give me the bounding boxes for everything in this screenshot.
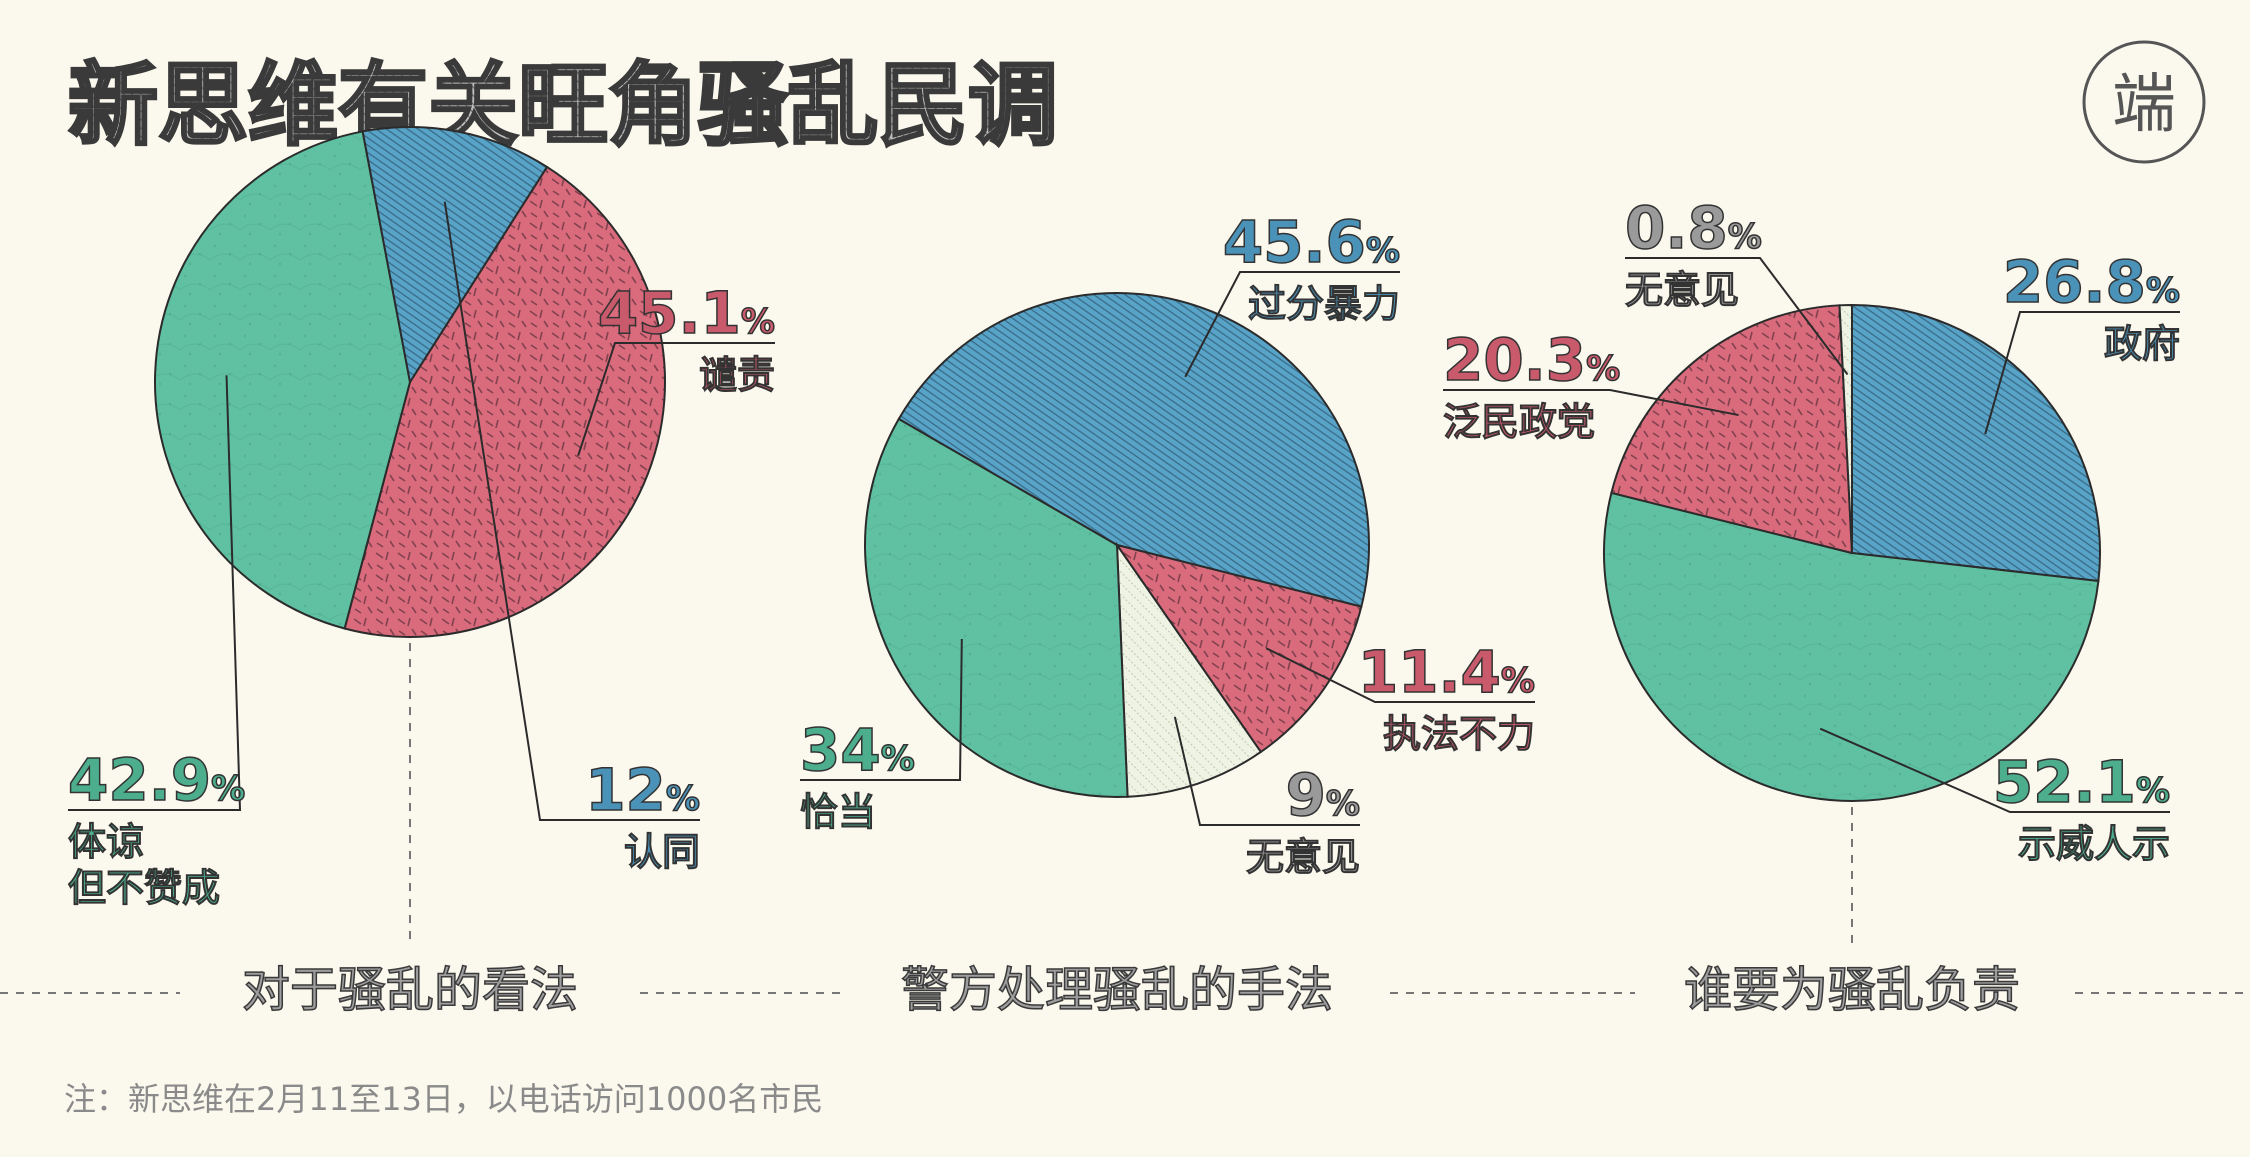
- leader-line: [1625, 257, 1849, 376]
- data-label-category: 但不赞成: [68, 866, 220, 910]
- data-label-value: 45.1%: [598, 279, 775, 347]
- data-label-category: 体谅: [68, 820, 144, 864]
- data-label-value: 12%: [585, 756, 700, 824]
- data-label-category: 认同: [624, 830, 700, 874]
- data-label-value: 20.3%: [1443, 326, 1620, 394]
- data-label-value: 52.1%: [1993, 748, 2170, 816]
- leader-line: [1984, 311, 2180, 435]
- footnote: 注：新思维在2月11至13日，以电话访问1000名市民: [64, 1080, 823, 1118]
- data-label-value: 0.8%: [1625, 194, 1762, 262]
- pie-slice: [1114, 543, 1363, 754]
- data-label-category: 谴责: [699, 353, 775, 397]
- pie-slice: [154, 130, 412, 630]
- data-label-category: 政府: [2104, 322, 2180, 366]
- leader-line: [1265, 647, 1535, 703]
- data-label-category: 泛民政党: [1443, 400, 1595, 444]
- pie-slice: [897, 292, 1370, 608]
- data-label-value: 11.4%: [1358, 638, 1535, 706]
- data-label-value: 34%: [800, 716, 915, 784]
- chart-title: 谁要为骚乱负责: [1684, 962, 2020, 1018]
- data-label-category: 执法不力: [1383, 712, 1535, 756]
- leader-line: [1184, 271, 1400, 378]
- leader-line: [1819, 727, 2170, 813]
- logo: 端: [2082, 40, 2206, 164]
- pie-slice: [1610, 304, 1854, 555]
- leader-line: [577, 342, 775, 457]
- data-label-category: 恰当: [800, 790, 876, 834]
- data-label-category: 示威人示: [2018, 822, 2170, 866]
- leader-line: [1173, 716, 1360, 826]
- chart-title: 对于骚乱的看法: [242, 962, 578, 1018]
- pie-slice: [1115, 541, 1263, 798]
- data-label-category: 无意见: [1625, 268, 1739, 312]
- data-label-category: 无意见: [1246, 835, 1360, 879]
- data-label-value: 45.6%: [1223, 208, 1400, 276]
- pie-slice: [1851, 303, 2101, 583]
- leader-line: [1443, 389, 1739, 417]
- pie-slice: [1603, 491, 2100, 802]
- logo-circle-icon: [2082, 40, 2206, 164]
- leader-line: [68, 375, 242, 811]
- page-title: 新思维有关旺角骚乱民调: [68, 53, 1058, 158]
- logo-text: 端: [2112, 68, 2176, 142]
- chart-title: 警方处理骚乱的手法: [901, 962, 1333, 1018]
- leader-line: [800, 638, 963, 781]
- leader-line: [443, 201, 700, 821]
- data-label-value: 42.9%: [68, 746, 245, 814]
- data-label-value: 26.8%: [2003, 248, 2180, 316]
- pie-slice: [864, 417, 1129, 798]
- pie-slice: [343, 165, 666, 639]
- data-label-value: 9%: [1286, 761, 1360, 829]
- data-label-category: 过分暴力: [1248, 282, 1400, 326]
- pie-slice: [361, 126, 549, 385]
